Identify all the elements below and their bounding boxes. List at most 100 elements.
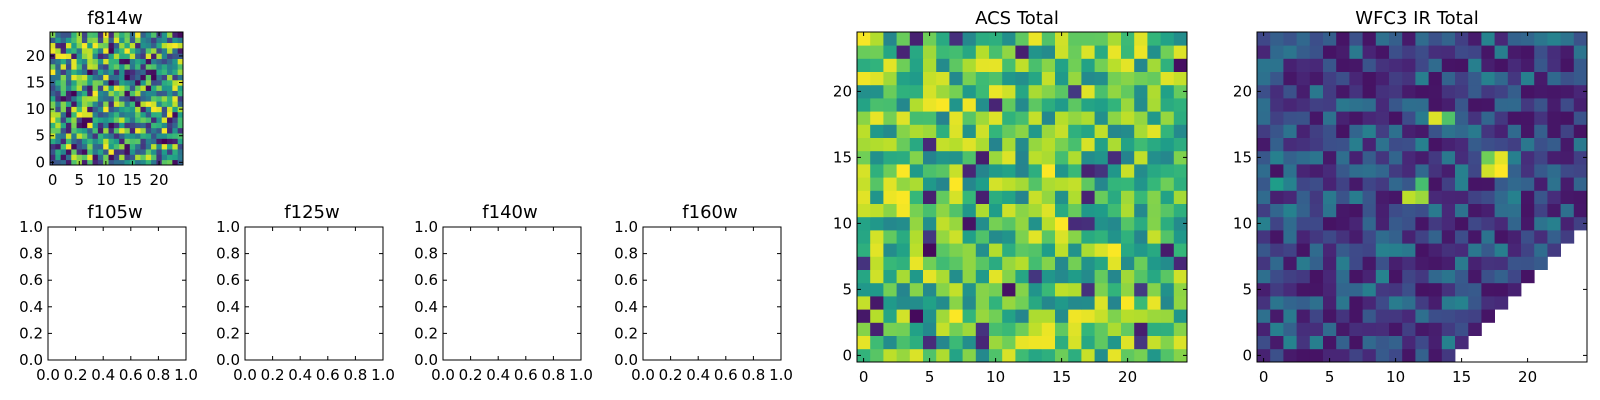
heatmap-cell [1560,124,1575,138]
heatmap-cell [161,127,168,134]
heatmap-cell [883,124,897,138]
heatmap-cell [1362,309,1377,323]
heatmap-cell [1041,190,1056,204]
heatmap-cell [129,69,136,75]
heatmap-cell [936,282,950,297]
heatmap-cell [140,47,147,54]
heatmap-cell [962,71,977,86]
heatmap-cell [1507,177,1522,191]
heatmap-cell [1094,216,1109,231]
heatmap-cell [883,309,897,323]
heatmap-cell [1323,309,1337,323]
heatmap-cell [65,111,72,118]
heatmap-cell [1441,269,1456,284]
heatmap-cell [177,85,184,91]
heatmap-cell [962,203,977,218]
heatmap-cell [1560,230,1575,244]
heatmap-cell [167,133,173,139]
heatmap-cell [1455,58,1469,72]
heatmap-cell [151,47,157,54]
heatmap-cell [1415,348,1429,363]
heatmap-cell [71,149,77,155]
heatmap-cell [177,122,184,129]
heatmap-cell [909,58,924,72]
heatmap-cell [97,159,104,166]
heatmap-cell [113,143,120,150]
heatmap-cell [71,58,77,65]
heatmap-cell [1296,137,1311,152]
heatmap-cell [1270,150,1284,165]
heatmap-cell [161,90,168,97]
heatmap-cell [71,53,77,59]
heatmap-cell [1028,348,1043,363]
heatmap-cell [1028,124,1043,138]
heatmap-cell [1160,32,1175,46]
heatmap-cell [177,69,184,75]
heatmap-cell [1028,71,1043,86]
heatmap-cell [1560,71,1575,86]
heatmap-cell [1389,216,1403,231]
heatmap-cell [1573,98,1588,112]
heatmap-cell [50,69,56,75]
heatmap-cell [87,106,93,113]
axes-frame [1256,31,1588,363]
heatmap-cell [989,164,1003,178]
heatmap-cell [1002,256,1016,270]
heatmap-cell [108,111,115,118]
x-tick-label: 5 [925,368,935,386]
heatmap-cell [124,47,131,54]
heatmap-cell [1534,203,1548,218]
heatmap-cell [1134,243,1148,257]
heatmap-cells [857,32,1188,363]
heatmap-cell [936,164,950,178]
heatmap-cell [1362,335,1377,350]
heatmap-cell [167,90,173,97]
heatmap-cell [65,101,72,107]
heatmap-cell [949,269,963,284]
heatmap-cell [177,37,184,44]
heatmap-cell [857,348,871,363]
heatmap-cell [883,348,897,363]
x-tick-label: 0 [859,368,869,386]
heatmap-cell [923,216,937,231]
heatmap-cell [1296,256,1311,270]
heatmap-cell [1134,45,1148,59]
heatmap-cell [883,71,897,86]
heatmap-cell [1362,256,1377,270]
heatmap-cell [1160,243,1175,257]
heatmap-cell [1560,190,1575,204]
heatmap-cell [1362,243,1377,257]
heatmap-cell [87,85,93,91]
heatmap-cell [1441,150,1456,165]
heatmap-cell [1283,32,1297,46]
heatmap-cell [1015,177,1029,191]
heatmap-cell [60,58,67,65]
heatmap-cell [1015,203,1029,218]
heatmap-cell [1375,296,1390,310]
heatmap-cell [883,230,897,244]
heatmap-cell [1270,164,1284,178]
heatmap-cell [1028,98,1043,112]
y-axis: 0.00.20.40.60.81.0 [614,218,781,369]
heatmap-cell [1270,45,1284,59]
heatmap-cell [1296,230,1311,244]
heatmap-cell [1134,150,1148,165]
heatmap-cell [883,190,897,204]
heatmap-cell [172,95,179,102]
x-tick-label: 0.8 [343,366,367,384]
y-tick-label: 0.8 [216,245,240,263]
heatmap-cell [1336,309,1350,323]
heatmap-cell [135,90,141,97]
heatmap-cell [145,133,152,139]
heatmap-cell [92,149,99,155]
heatmap-cell [1428,124,1443,138]
heatmap-cell [113,85,120,91]
heatmap-cell [1081,150,1095,165]
heatmap-cell [1094,124,1109,138]
heatmap-cell [975,150,990,165]
heatmap-cell [975,203,990,218]
heatmap-cell [989,243,1003,257]
heatmap-cell [1283,269,1297,284]
heatmap-cell [167,53,173,59]
heatmap-cell [962,348,977,363]
